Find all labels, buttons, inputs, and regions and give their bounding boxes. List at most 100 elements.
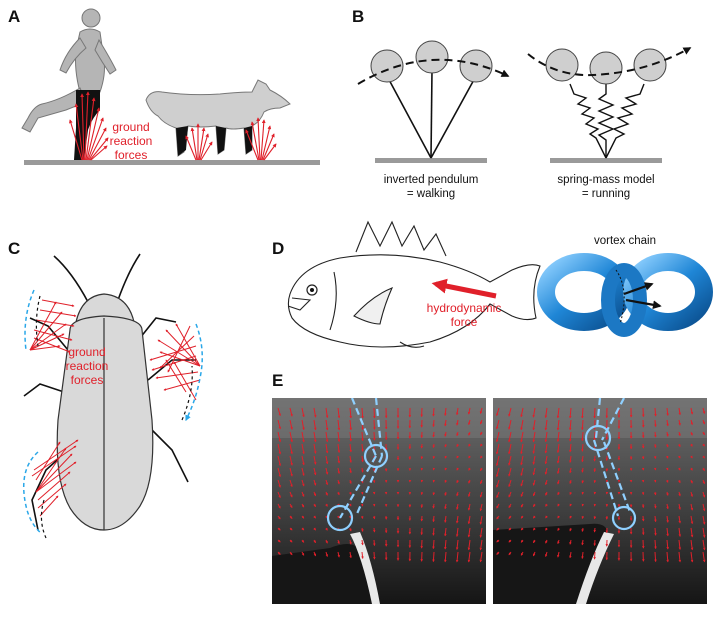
piv-vector xyxy=(654,419,657,428)
piv-vector xyxy=(432,515,435,523)
piv-vector xyxy=(690,455,693,459)
piv-vector xyxy=(520,455,524,466)
piv-vector xyxy=(337,551,340,558)
piv-vector xyxy=(479,503,483,512)
piv-vector xyxy=(666,551,669,563)
piv-vector xyxy=(444,503,447,510)
piv-vector xyxy=(456,503,459,510)
piv-vector xyxy=(678,527,682,537)
piv-vectors-right xyxy=(495,407,706,563)
piv-vector xyxy=(532,515,536,519)
piv-vector xyxy=(444,431,447,437)
piv-vector xyxy=(455,551,459,563)
piv-vector xyxy=(468,491,471,498)
piv-vector xyxy=(495,431,500,443)
piv-vector xyxy=(313,407,317,418)
piv-vector xyxy=(496,515,500,520)
piv-vector xyxy=(702,407,706,414)
piv-vector xyxy=(325,539,328,544)
piv-vector xyxy=(702,551,706,563)
piv-vector xyxy=(666,503,669,510)
piv-vector xyxy=(361,443,364,452)
piv-vector xyxy=(277,491,281,499)
piv-vector xyxy=(581,527,584,532)
piv-vector xyxy=(520,479,524,487)
piv-vector xyxy=(349,479,352,484)
piv-vector xyxy=(690,551,694,563)
piv-vector xyxy=(520,431,524,443)
piv-vector xyxy=(520,527,524,531)
piv-vector xyxy=(301,419,305,431)
piv-vector xyxy=(313,479,317,486)
piv-vector xyxy=(337,539,340,545)
piv-vector xyxy=(678,407,682,416)
spring-legs xyxy=(569,80,645,159)
piv-vector xyxy=(677,455,681,459)
piv-vector xyxy=(432,539,435,550)
piv-vector xyxy=(666,527,669,537)
piv-vector xyxy=(277,539,281,543)
cockroach-appendages xyxy=(23,253,196,531)
piv-vector xyxy=(581,539,584,546)
piv-vector xyxy=(468,419,471,426)
piv-vector xyxy=(495,419,500,430)
pendulum-trajectory xyxy=(357,58,510,85)
piv-vector xyxy=(568,431,572,442)
piv-vector xyxy=(508,539,512,543)
piv-vector xyxy=(337,419,341,431)
piv-vector xyxy=(360,515,364,519)
piv-vector xyxy=(313,503,317,508)
piv-vector xyxy=(544,467,548,475)
piv-vector xyxy=(702,527,706,538)
piv-vector xyxy=(532,539,536,544)
piv-vector xyxy=(545,491,548,496)
piv-vector xyxy=(479,527,483,538)
piv-vector xyxy=(289,431,293,443)
piv-vector xyxy=(545,527,548,531)
piv-vector xyxy=(556,407,560,419)
piv-vector xyxy=(581,551,584,559)
piv-vector xyxy=(654,431,657,438)
piv-vector xyxy=(479,539,483,551)
piv-vector xyxy=(569,479,572,484)
piv-vector xyxy=(432,455,436,460)
piv-vector xyxy=(508,527,512,531)
piv-vector xyxy=(313,527,317,531)
piv-vector xyxy=(432,503,435,509)
piv-vector xyxy=(444,455,448,459)
piv-vector xyxy=(690,539,694,551)
piv-vector xyxy=(301,551,305,556)
piv-vector xyxy=(348,491,352,495)
piv-vector xyxy=(690,419,693,426)
piv-vector xyxy=(467,407,471,415)
piv-vector xyxy=(654,551,657,563)
panel-e-label: E xyxy=(272,371,283,390)
piv-vector xyxy=(653,443,657,449)
piv-vector xyxy=(569,467,572,474)
piv-vector xyxy=(508,551,512,556)
piv-vector xyxy=(678,503,681,510)
piv-vector xyxy=(455,407,459,416)
piv-vector xyxy=(313,491,317,497)
piv-vector xyxy=(508,443,512,455)
piv-vector xyxy=(289,455,293,466)
piv-vector xyxy=(654,515,657,523)
piv-vector xyxy=(361,527,364,532)
piv-vector xyxy=(532,419,536,431)
piv-vector xyxy=(432,467,436,471)
piv-vector xyxy=(654,527,657,536)
piv-vector xyxy=(569,539,572,545)
piv-vector xyxy=(444,407,447,416)
piv-vector xyxy=(690,407,694,415)
piv-fin-trace-left xyxy=(326,398,389,532)
piv-vector xyxy=(289,515,293,519)
piv-vector xyxy=(349,443,352,453)
piv-vector xyxy=(678,431,681,437)
piv-vector xyxy=(496,491,500,499)
piv-vector xyxy=(467,515,471,525)
piv-vector xyxy=(349,467,352,474)
piv-vector xyxy=(545,539,548,544)
piv-vector xyxy=(289,479,293,488)
piv-vector xyxy=(289,539,293,543)
piv-vector xyxy=(456,443,459,448)
